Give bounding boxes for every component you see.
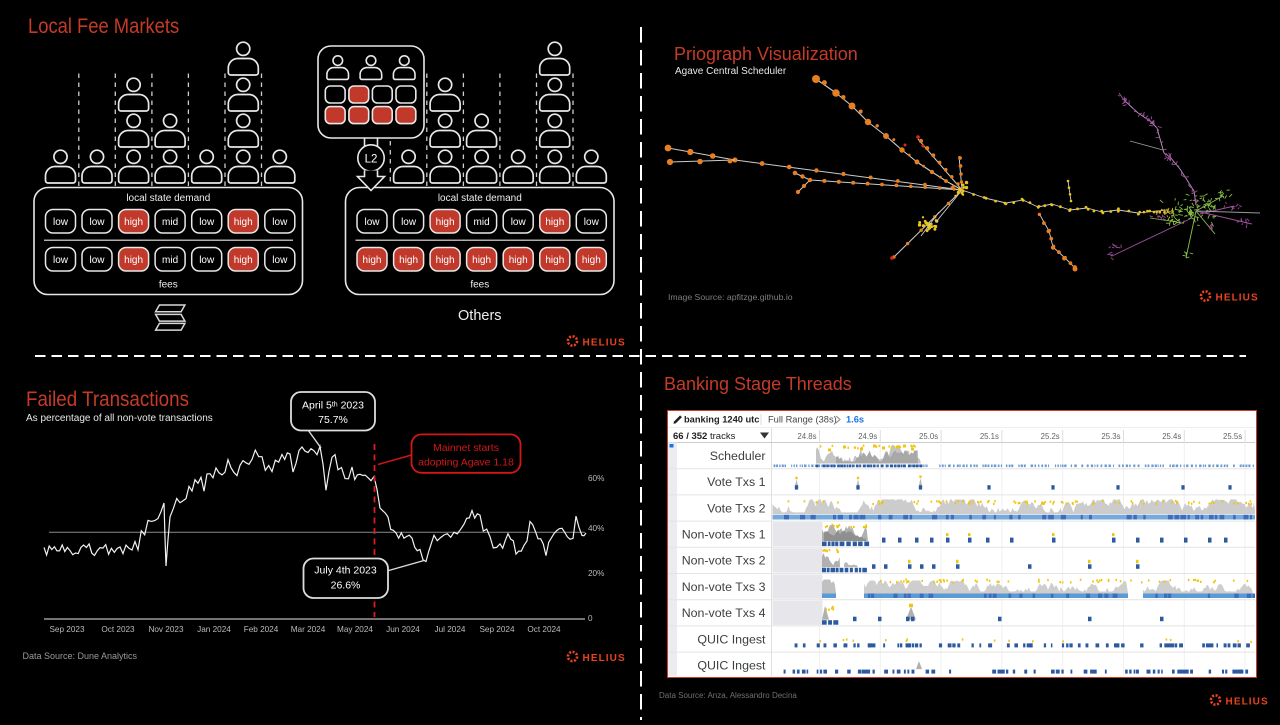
svg-text:Jul 2024: Jul 2024 — [435, 625, 466, 634]
svg-text:high: high — [234, 217, 253, 228]
svg-text:low: low — [199, 255, 215, 266]
svg-text:high: high — [545, 217, 564, 228]
svg-text:Jan 2024: Jan 2024 — [197, 625, 231, 634]
svg-text:mid: mid — [474, 217, 490, 228]
svg-text:mid: mid — [162, 217, 178, 228]
svg-text:low: low — [401, 217, 417, 228]
svg-text:25.1s: 25.1s — [979, 432, 998, 441]
svg-text:local state demand: local state demand — [438, 193, 522, 204]
svg-text:low: low — [364, 217, 380, 228]
svg-text:25.3s: 25.3s — [1101, 432, 1120, 441]
svg-text:25.4s: 25.4s — [1162, 432, 1181, 441]
svg-text:Vote Txs 1: Vote Txs 1 — [707, 475, 765, 489]
svg-text:high: high — [436, 217, 455, 228]
svg-text:Non-vote Txs 1: Non-vote Txs 1 — [681, 528, 765, 542]
svg-text:Sep 2023: Sep 2023 — [49, 625, 85, 634]
svg-text:low: low — [199, 217, 215, 228]
svg-text:high: high — [436, 255, 455, 266]
svg-text:high: high — [509, 255, 528, 266]
svg-text:24.8s: 24.8s — [797, 432, 816, 441]
svg-text:low: low — [272, 255, 288, 266]
svg-text:Full Range (38s): Full Range (38s) — [768, 415, 837, 425]
svg-text:Mar 2024: Mar 2024 — [291, 625, 326, 634]
svg-text:66 / 352 tracks: 66 / 352 tracks — [673, 431, 736, 442]
svg-text:24.9s: 24.9s — [858, 432, 877, 441]
svg-text:QUIC Ingest: QUIC Ingest — [697, 659, 766, 673]
svg-text:high: high — [399, 255, 418, 266]
svg-text:75.7%: 75.7% — [318, 414, 348, 426]
svg-text:L2: L2 — [365, 154, 378, 166]
svg-text:fees: fees — [159, 280, 178, 291]
svg-text:mid: mid — [162, 255, 178, 266]
svg-text:HELIUS: HELIUS — [583, 653, 626, 664]
svg-text:adopting Agave 1.18: adopting Agave 1.18 — [418, 457, 514, 469]
svg-text:high: high — [545, 255, 564, 266]
svg-text:60%: 60% — [588, 474, 604, 483]
svg-text:local state demand: local state demand — [126, 193, 210, 204]
svg-text:Oct 2024: Oct 2024 — [527, 625, 561, 634]
svg-text:0: 0 — [588, 614, 593, 623]
svg-text:26.6%: 26.6% — [331, 580, 361, 592]
svg-text:low: low — [53, 217, 69, 228]
svg-text:HELIUS: HELIUS — [1216, 293, 1259, 304]
svg-text:25.2s: 25.2s — [1040, 432, 1059, 441]
svg-text:high: high — [124, 217, 143, 228]
svg-text:high: high — [363, 255, 382, 266]
svg-text:Non-vote Txs 4: Non-vote Txs 4 — [681, 606, 765, 620]
svg-text:1.6s: 1.6s — [846, 415, 864, 425]
svg-text:Jun 2024: Jun 2024 — [386, 625, 420, 634]
svg-text:HELIUS: HELIUS — [1226, 697, 1269, 708]
svg-text:Non-vote Txs 2: Non-vote Txs 2 — [681, 554, 765, 568]
svg-text:40%: 40% — [588, 524, 604, 533]
svg-text:Sep 2024: Sep 2024 — [479, 625, 515, 634]
svg-text:25.5s: 25.5s — [1223, 432, 1242, 441]
svg-text:Mainnet starts: Mainnet starts — [433, 442, 499, 454]
svg-text:May 2024: May 2024 — [337, 625, 373, 634]
svg-text:low: low — [272, 217, 288, 228]
svg-text:high: high — [124, 255, 143, 266]
svg-text:Others: Others — [458, 308, 502, 324]
svg-text:low: low — [584, 217, 600, 228]
svg-text:high: high — [234, 255, 253, 266]
svg-text:low: low — [53, 255, 69, 266]
svg-text:low: low — [89, 217, 105, 228]
svg-text:25.0s: 25.0s — [919, 432, 938, 441]
svg-text:Oct 2023: Oct 2023 — [101, 625, 135, 634]
svg-text:Nov 2023: Nov 2023 — [148, 625, 183, 634]
svg-text:Scheduler: Scheduler — [709, 449, 765, 463]
svg-text:QUIC Ingest: QUIC Ingest — [697, 632, 766, 646]
svg-text:low: low — [511, 217, 527, 228]
svg-text:Feb 2024: Feb 2024 — [244, 625, 279, 634]
svg-text:low: low — [89, 255, 105, 266]
svg-text:banking 1240 utc: banking 1240 utc — [684, 415, 759, 425]
svg-text:high: high — [472, 255, 491, 266]
svg-text:high: high — [582, 255, 601, 266]
svg-text:HELIUS: HELIUS — [583, 338, 626, 349]
svg-text:Non-vote Txs 3: Non-vote Txs 3 — [681, 580, 765, 594]
svg-text:July 4th 2023: July 4th 2023 — [314, 565, 377, 577]
svg-text:Vote Txs 2: Vote Txs 2 — [707, 501, 765, 515]
svg-text:20%: 20% — [588, 569, 604, 578]
svg-text:fees: fees — [470, 280, 489, 291]
